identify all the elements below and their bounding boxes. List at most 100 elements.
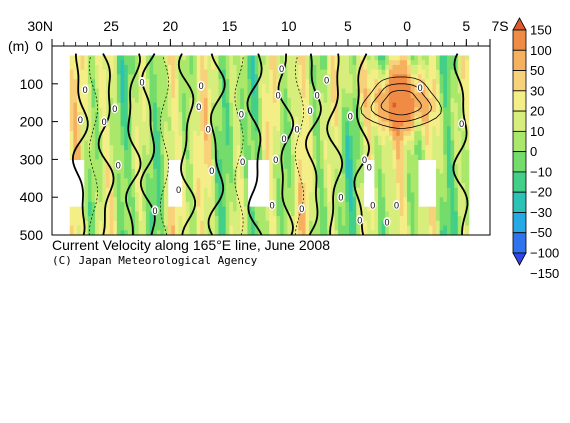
velocity-cell <box>142 131 147 137</box>
velocity-cell <box>323 225 328 231</box>
velocity-cell <box>69 64 74 71</box>
colorbar-swatch <box>512 90 527 112</box>
velocity-cell <box>113 149 118 156</box>
velocity-cell <box>454 149 459 156</box>
velocity-cell <box>153 192 158 198</box>
velocity-cell <box>399 168 405 175</box>
velocity-cell <box>388 121 394 127</box>
velocity-cell <box>196 216 201 222</box>
velocity-cell <box>185 192 191 198</box>
velocity-cell <box>225 178 230 184</box>
velocity-cell <box>370 60 375 66</box>
velocity-cell <box>218 201 223 208</box>
velocity-cell <box>87 164 93 170</box>
velocity-cell <box>345 107 350 113</box>
velocity-cell <box>236 201 241 208</box>
velocity-cell <box>214 131 220 137</box>
velocity-cell <box>145 154 151 160</box>
velocity-cell <box>232 192 238 198</box>
velocity-cell <box>174 107 180 113</box>
velocity-cell <box>243 206 249 212</box>
velocity-cell <box>196 192 201 198</box>
velocity-cell <box>95 60 100 66</box>
velocity-cell <box>465 154 470 160</box>
velocity-cell <box>330 216 336 222</box>
velocity-cell <box>436 83 441 90</box>
velocity-cell <box>407 116 412 123</box>
velocity-cell <box>432 64 437 71</box>
velocity-cell <box>80 131 85 137</box>
velocity-cell <box>95 164 100 170</box>
velocity-cell <box>102 79 107 85</box>
velocity-cell <box>280 93 285 99</box>
velocity-cell <box>243 197 249 203</box>
velocity-cell <box>131 126 136 132</box>
velocity-cell <box>91 102 96 109</box>
velocity-cell <box>116 192 122 198</box>
velocity-cell <box>305 79 310 85</box>
velocity-cell <box>247 149 252 156</box>
velocity-cell <box>301 107 307 113</box>
velocity-cell <box>312 116 317 123</box>
velocity-cell <box>287 225 292 231</box>
velocity-cell <box>396 97 401 104</box>
velocity-cell <box>124 102 129 109</box>
velocity-cell <box>218 164 223 170</box>
velocity-cell <box>345 102 350 109</box>
velocity-cell <box>367 97 372 104</box>
velocity-cell <box>138 230 143 235</box>
velocity-cell <box>240 178 245 184</box>
velocity-cell <box>149 69 154 75</box>
velocity-cell <box>153 83 158 90</box>
velocity-cell <box>116 201 122 208</box>
velocity-cell <box>272 206 278 212</box>
velocity-cell <box>316 164 321 170</box>
velocity-cell <box>214 216 220 222</box>
colorbar-bottom-arrow <box>512 252 527 266</box>
velocity-cell <box>109 83 114 90</box>
velocity-cell <box>171 220 176 227</box>
velocity-cell <box>102 168 107 175</box>
velocity-cell <box>243 140 249 146</box>
velocity-cell <box>189 192 194 198</box>
velocity-cell <box>385 154 390 160</box>
velocity-cell <box>294 230 299 235</box>
velocity-cell <box>185 154 191 160</box>
velocity-cell <box>171 107 176 113</box>
velocity-cell <box>120 206 125 212</box>
velocity-cell <box>160 183 165 189</box>
velocity-cell <box>80 64 85 71</box>
velocity-cell <box>283 126 288 132</box>
contour-label-bg <box>293 124 301 135</box>
velocity-cell <box>446 116 452 123</box>
velocity-cell <box>207 74 212 80</box>
velocity-cell <box>436 145 441 151</box>
velocity-cell <box>280 88 285 94</box>
velocity-cell <box>240 64 245 71</box>
velocity-cell <box>142 149 147 156</box>
velocity-cell <box>465 97 470 104</box>
velocity-cell <box>160 93 165 99</box>
velocity-cell <box>396 126 401 132</box>
velocity-cell <box>156 116 162 123</box>
velocity-cell <box>261 225 267 231</box>
velocity-cell <box>392 220 397 227</box>
velocity-cell <box>280 131 285 137</box>
velocity-cell <box>327 178 332 184</box>
core-contour <box>360 76 442 129</box>
velocity-cell <box>211 154 216 160</box>
velocity-cell <box>319 178 325 184</box>
velocity-cell <box>319 135 325 142</box>
velocity-cell <box>138 168 143 175</box>
contour-label-bg <box>369 199 377 210</box>
velocity-cell <box>142 112 147 118</box>
velocity-cell <box>127 216 133 222</box>
velocity-cell <box>457 69 463 75</box>
velocity-cell <box>403 164 408 170</box>
velocity-cell <box>283 93 288 99</box>
velocity-cell <box>309 164 314 170</box>
velocity-cell <box>80 60 85 66</box>
velocity-cell <box>145 192 151 198</box>
velocity-cell <box>135 216 140 222</box>
